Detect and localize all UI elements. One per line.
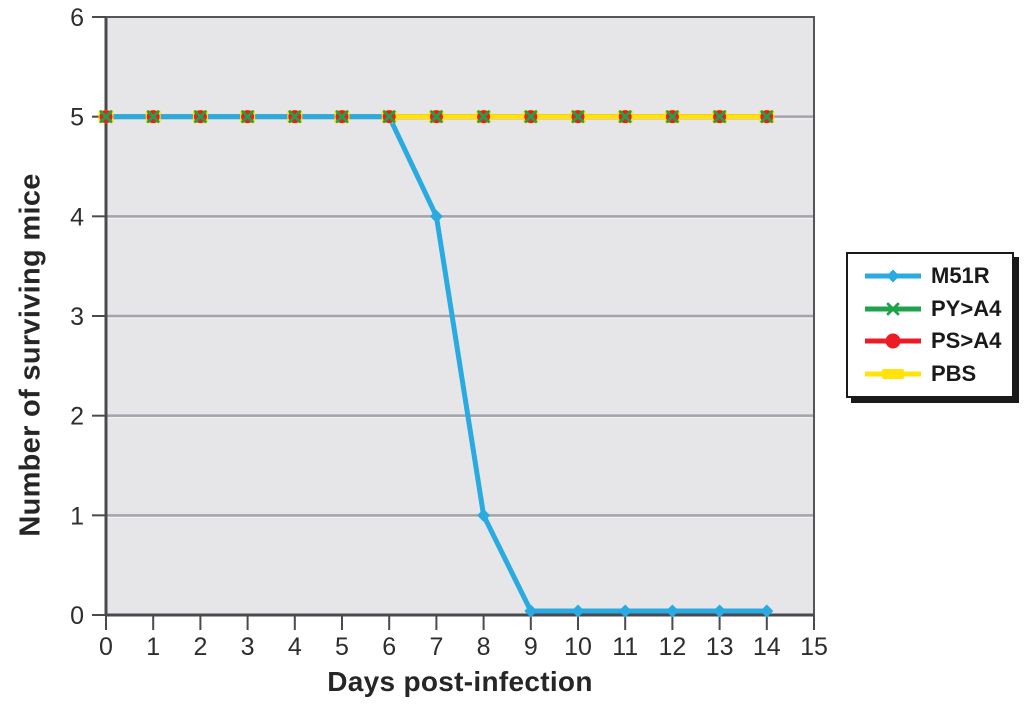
x-tick-label: 10 (564, 633, 592, 661)
y-tick-label: 5 (70, 104, 84, 132)
x-tick-label: 1 (146, 633, 160, 661)
x-tick-label: 8 (477, 633, 491, 661)
marker-py-a4 (241, 110, 255, 124)
legend-marker-m51r-icon (865, 269, 921, 283)
marker-py-a4 (571, 110, 585, 124)
legend-item-pbs: PBS (864, 361, 1008, 387)
marker-py-a4 (146, 110, 160, 124)
x-tick-label: 0 (99, 633, 113, 661)
x-tick-label: 7 (429, 633, 443, 661)
y-tick-label: 0 (70, 602, 84, 630)
x-tick-label: 12 (658, 633, 686, 661)
x-tick-label: 15 (800, 633, 828, 661)
x-tick-label: 2 (193, 633, 207, 661)
legend-item-ps-a4: PS>A4 (864, 328, 1008, 354)
y-tick-label: 6 (70, 4, 84, 32)
legend-box: M51R PY>A4 PS>A4 PBS (846, 252, 1014, 398)
marker-m51r (429, 209, 443, 223)
marker-py-a4 (524, 110, 538, 124)
marker-py-a4 (429, 110, 443, 124)
legend-marker-ps-a4-icon (865, 333, 921, 349)
x-tick-label: 9 (524, 633, 538, 661)
x-tick-label: 13 (706, 633, 734, 661)
legend-label: M51R (931, 263, 990, 289)
marker-m51r (477, 508, 491, 522)
x-tick-label: 5 (335, 633, 349, 661)
marker-py-a4 (713, 110, 726, 124)
legend-item-py-a4: PY>A4 (864, 296, 1008, 322)
plot-area: 0 1 2 3 4 5 6 7 8 9 10 11 12 13 14 15 0 1 2 3 4 5 6 (70, 4, 828, 661)
x-tick-label: 11 (612, 633, 638, 661)
y-tick-label: 4 (70, 203, 84, 231)
y-axis-title: Number of surviving mice (14, 173, 47, 537)
y-tick-label: 1 (70, 502, 84, 530)
y-tick-label: 2 (70, 403, 84, 431)
marker-m51r (524, 604, 538, 618)
legend-label: PS>A4 (931, 328, 1002, 354)
marker-py-a4 (477, 110, 491, 124)
marker-py-a4 (335, 110, 349, 124)
legend-sample-marker (882, 368, 904, 379)
marker-m51r (665, 604, 679, 618)
legend-marker-pbs-icon (865, 368, 921, 379)
marker-py-a4 (666, 110, 679, 124)
marker-m51r (760, 604, 774, 618)
marker-m51r (571, 604, 585, 618)
legend-sample-marker (886, 302, 900, 316)
legend-label: PBS (931, 360, 977, 386)
y-tick-label: 3 (70, 303, 84, 331)
legend-item-m51r: M51R (864, 263, 1008, 289)
marker-py-a4 (382, 110, 396, 124)
marker-py-a4 (618, 110, 632, 124)
x-tick-label: 6 (382, 633, 396, 661)
marker-py-a4 (760, 110, 774, 124)
legend-sample-marker (886, 269, 900, 283)
marker-m51r (713, 604, 727, 618)
marker-py-a4 (99, 110, 113, 124)
marker-py-a4 (288, 110, 302, 124)
legend-marker-py-a4-icon (865, 302, 921, 316)
x-axis-title: Days post-infection (327, 666, 593, 697)
marker-py-a4 (194, 110, 207, 124)
legend-sample-marker (885, 333, 901, 349)
legend-label: PY>A4 (931, 295, 1002, 321)
x-tick-label: 3 (241, 633, 255, 661)
x-tick-label: 14 (753, 633, 781, 661)
marker-m51r (618, 604, 632, 618)
x-tick-label: 4 (288, 633, 302, 661)
